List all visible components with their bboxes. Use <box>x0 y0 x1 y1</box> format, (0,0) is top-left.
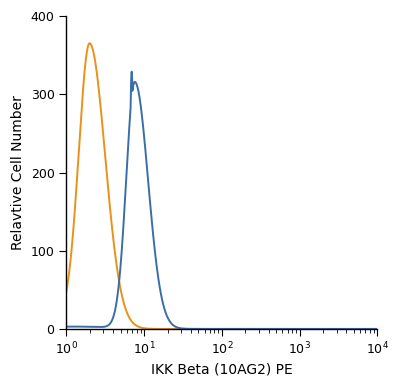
X-axis label: IKK Beta (10AG2) PE: IKK Beta (10AG2) PE <box>151 363 293 377</box>
Y-axis label: Relavtive Cell Number: Relavtive Cell Number <box>11 95 25 250</box>
